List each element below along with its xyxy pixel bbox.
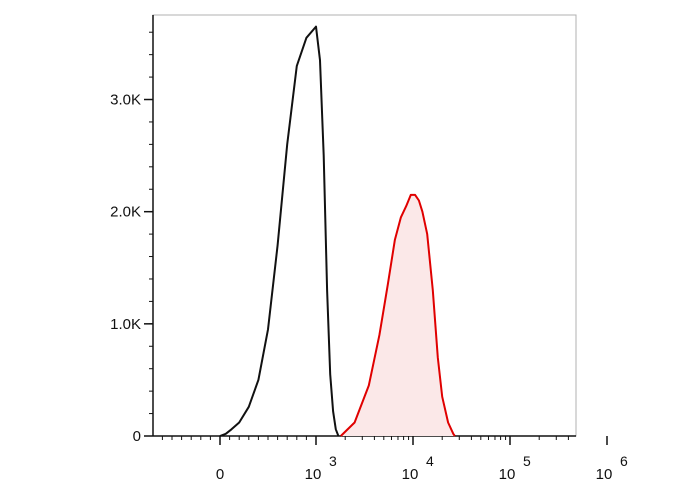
y-tick-label: 0 — [133, 428, 141, 445]
plot-frame — [152, 14, 577, 437]
x-tick-base: 10 — [402, 466, 419, 483]
series-1-line — [219, 25, 340, 437]
series-2-line — [340, 193, 456, 437]
x-tick-base: 10 — [499, 466, 516, 483]
x-tick-label: 10 6 — [596, 453, 628, 483]
y-tick-label: 1.0K — [110, 316, 141, 333]
x-tick-exponent: 3 — [329, 453, 337, 469]
series-2-fill — [340, 194, 455, 436]
x-tick-label: 10 5 — [499, 453, 531, 483]
x-tick-label: 0 — [216, 466, 224, 483]
x-tick-base: 10 — [596, 466, 613, 483]
x-tick-exponent: 5 — [523, 453, 531, 469]
x-tick-label: 10 4 — [402, 453, 434, 483]
x-tick-base: 0 — [216, 466, 224, 483]
y-tick-label: 3.0K — [110, 92, 141, 109]
x-tick-label: 10 3 — [305, 453, 337, 483]
x-tick-exponent: 4 — [426, 453, 434, 469]
y-tick-label: 2.0K — [110, 204, 141, 221]
x-tick-exponent: 6 — [620, 453, 628, 469]
x-tick-base: 10 — [305, 466, 322, 483]
